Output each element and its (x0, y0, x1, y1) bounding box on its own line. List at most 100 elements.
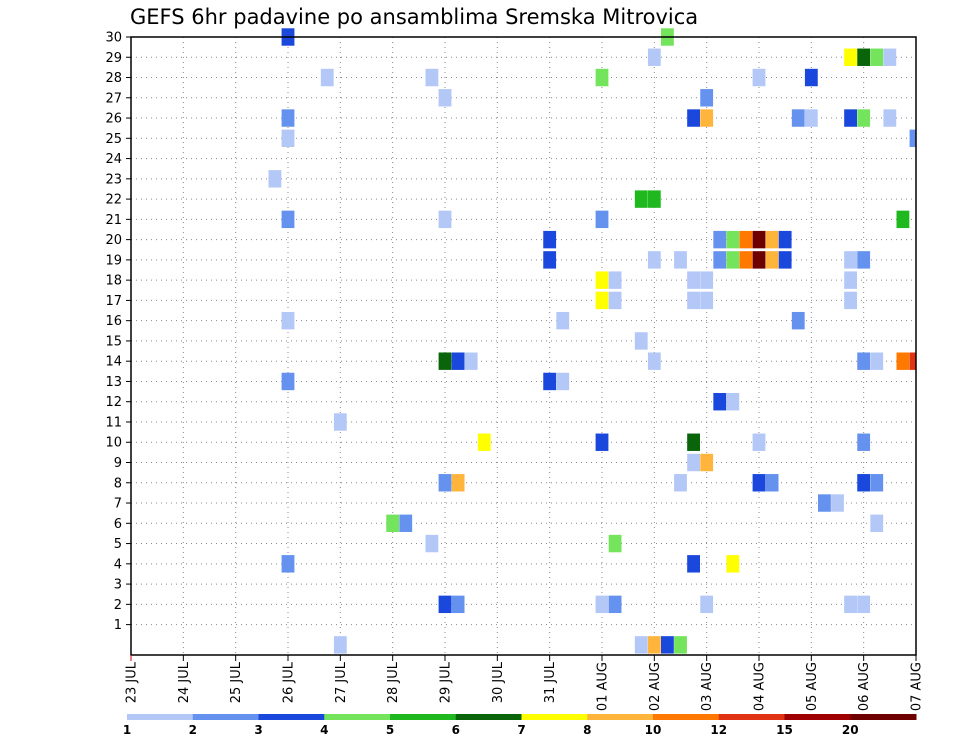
ensemble-cell (438, 595, 452, 614)
ensemble-cell (857, 433, 871, 451)
y-tick-label: 10 (105, 436, 122, 451)
ensemble-cell (608, 595, 622, 614)
ensemble-cell (844, 291, 857, 310)
colorbar-swatch (653, 714, 720, 720)
y-tick-label: 4 (114, 557, 122, 572)
ensemble-cell (739, 230, 753, 249)
ensemble-cell (674, 251, 687, 269)
y-tick-label: 6 (114, 517, 122, 532)
ensemble-cell (386, 514, 400, 533)
y-axis: 1234567891011121314151617181920212223242… (105, 31, 131, 633)
colorbar-label: 6 (452, 723, 460, 737)
y-tick-label: 28 (105, 71, 122, 86)
ensemble-cell (608, 271, 622, 289)
ensemble-cell (595, 68, 609, 87)
ensemble-cell (726, 251, 740, 269)
ensemble-cell (333, 413, 347, 431)
y-tick-label: 21 (105, 213, 122, 228)
ensemble-cell (647, 190, 661, 208)
ensemble-cell (778, 230, 792, 249)
colorbar-swatch (127, 714, 194, 720)
colorbar-label: 3 (254, 723, 262, 737)
y-tick-label: 12 (105, 395, 122, 410)
y-tick-label: 9 (114, 456, 122, 471)
ensemble-cell (451, 474, 465, 492)
colorbar-swatch (455, 714, 522, 720)
ensemble-cell (752, 230, 766, 249)
colorbar-swatch (192, 714, 259, 720)
colorbar-label: 4 (320, 723, 328, 737)
ensemble-cell (844, 595, 857, 614)
ensemble-cell (595, 210, 609, 229)
ensemble-cell (281, 129, 295, 148)
ensemble-cell (804, 109, 818, 127)
ensemble-cell (608, 291, 622, 310)
ensemble-cell (281, 311, 295, 330)
ensemble-cell (857, 352, 871, 370)
colorbar-swatch (850, 714, 917, 720)
ensemble-cell (687, 109, 700, 127)
ensemble-cell (765, 251, 779, 269)
ensemble-cell (844, 271, 857, 289)
colorbar-label: 1 (123, 723, 131, 737)
y-tick-label: 16 (105, 314, 122, 329)
ensemble-cell (752, 68, 766, 87)
ensemble-cell (647, 48, 661, 66)
y-tick-label: 11 (105, 415, 122, 430)
ensemble-cell (752, 251, 766, 269)
colorbar-swatch (258, 714, 325, 720)
ensemble-cell (857, 474, 871, 492)
ensemble-cell (726, 555, 740, 573)
x-tick-label: 30 JUL (491, 661, 506, 703)
chart-title: GEFS 6hr padavine po ansamblima Sremska … (130, 5, 698, 29)
y-tick-label: 13 (105, 375, 122, 390)
ensemble-cell (909, 129, 916, 148)
ensemble-cell (844, 48, 857, 66)
ensemble-cell (896, 210, 910, 229)
y-tick-label: 5 (114, 537, 122, 552)
x-axis: 23 JUL 24 JUL 25 JUL 26 JUL 27 JUL 28 JUL 29 J… (125, 655, 925, 711)
colorbar-swatch (784, 714, 851, 720)
y-tick-label: 26 (105, 112, 122, 127)
ensemble-cell (700, 595, 714, 614)
x-tick-label: 24 JUL (177, 661, 192, 703)
ensemble-cell (752, 433, 766, 451)
y-tick-label: 20 (105, 233, 122, 248)
x-tick-label: 01 AUG (596, 662, 611, 711)
ensemble-cell (425, 68, 439, 87)
y-tick-label: 30 (105, 31, 122, 46)
ensemble-cell (687, 291, 700, 310)
colorbar-label: 8 (583, 723, 591, 737)
ensemble-cell (726, 230, 740, 249)
ensemble-cell (700, 109, 714, 127)
ensemble-cell (438, 352, 452, 370)
ensemble-cell (647, 636, 661, 654)
y-tick-label: 14 (105, 355, 122, 370)
y-tick-label: 7 (114, 497, 122, 512)
colorbar-swatch (587, 714, 654, 720)
colorbar-swatch (718, 714, 785, 720)
ensemble-cell (896, 352, 910, 370)
colorbar-label: 7 (517, 723, 525, 737)
ensemble-cell (647, 251, 661, 269)
y-tick-label: 2 (114, 598, 122, 613)
x-tick-label: 04 AUG (753, 662, 768, 711)
x-tick-label: 29 JUL (439, 661, 454, 703)
ensemble-cell (883, 48, 897, 66)
ensemble-cell (608, 534, 622, 553)
ensemble-cell (713, 393, 727, 411)
ensemble-cell (870, 474, 884, 492)
x-tick-label: 03 AUG (700, 662, 715, 711)
x-tick-label: 27 JUL (334, 661, 349, 703)
ensemble-cell (268, 170, 282, 188)
ensemble-cell (281, 555, 295, 573)
ensemble-cell (543, 251, 557, 269)
ensemble-cell (909, 352, 916, 370)
ensemble-cell (700, 89, 714, 107)
y-tick-label: 22 (105, 193, 122, 208)
ensemble-cell (870, 352, 884, 370)
x-tick-label: 31 JUL (543, 661, 558, 703)
ensemble-cell (791, 109, 805, 127)
ensemble-cell (634, 636, 648, 654)
